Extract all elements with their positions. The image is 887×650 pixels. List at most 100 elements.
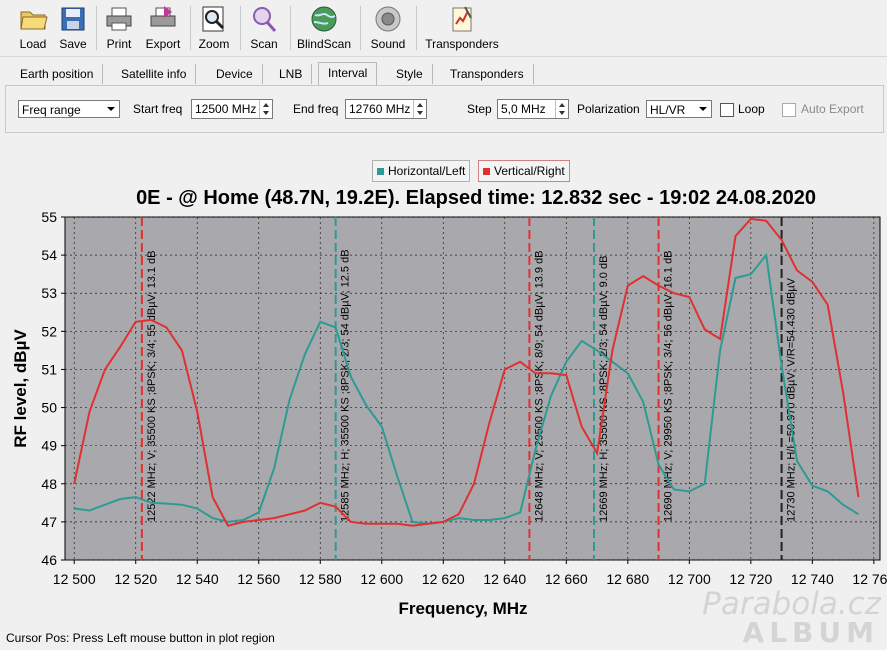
chevron-down-icon	[107, 107, 115, 111]
tab-transponders[interactable]: Transponders	[441, 64, 534, 84]
y-tick-label: 51	[41, 361, 57, 377]
tab-lnb[interactable]: LNB	[270, 64, 313, 84]
toolbar-separator	[290, 6, 291, 50]
x-tick-label: 12 660	[545, 571, 588, 587]
mode-value: Freq range	[22, 103, 81, 117]
legend-horizontal-label: Horizontal/Left	[388, 164, 466, 178]
toolbar-separator	[190, 6, 191, 50]
sound-label: Sound	[370, 37, 406, 51]
start-freq-input[interactable]: 12500 MHz	[191, 99, 273, 119]
globe-icon	[311, 6, 337, 32]
export-button[interactable]: Export	[141, 2, 185, 54]
series-line	[74, 252, 860, 525]
x-tick-label: 12 520	[114, 571, 157, 587]
watermark-parabola: Parabola.cz	[702, 586, 881, 622]
step-stepper[interactable]	[555, 100, 568, 118]
x-tick-label: 12 700	[668, 571, 711, 587]
marker-label: 12585 MHz; H; 35500 KS ;8PSK; 2/3; 54 dB…	[340, 249, 352, 522]
start-freq-stepper[interactable]	[259, 100, 272, 118]
toolbar-separator	[360, 6, 361, 50]
x-tick-label: 12 560	[237, 571, 280, 587]
loop-label: Loop	[738, 102, 765, 116]
end-freq-label: End freq	[293, 102, 339, 116]
y-tick-label: 46	[41, 552, 57, 568]
plot-area	[64, 216, 881, 561]
scan-button[interactable]: Scan	[244, 2, 284, 54]
series-line	[73, 217, 860, 527]
spectrum-chart[interactable]: 0E - @ Home (48.7N, 19.2E). Elapsed time…	[0, 182, 887, 622]
load-button[interactable]: Load	[14, 2, 52, 54]
speaker-icon	[375, 6, 401, 32]
folder-open-icon	[20, 11, 48, 30]
chevron-down-icon	[699, 107, 707, 111]
step-value: 5,0 MHz	[501, 102, 546, 116]
x-tick-label: 12 600	[360, 571, 403, 587]
end-freq-value: 12760 MHz	[349, 102, 411, 116]
polarization-select[interactable]: HL/VR	[646, 100, 712, 118]
auto-export-label: Auto Export	[801, 102, 864, 116]
zoom-icon	[202, 6, 225, 32]
step-input[interactable]: 5,0 MHz	[497, 99, 569, 119]
x-tick-label: 12 740	[791, 571, 834, 587]
legend-horizontal-swatch	[377, 168, 384, 176]
marker-label: 12669 MHz; H; 35500 KS ;8PSK; 2/3; 54 dB…	[598, 256, 610, 522]
marker-label: 12522 MHz; V; 35500 KS ;8PSK; 3/4; 55 dB…	[146, 250, 158, 522]
print-label: Print	[106, 37, 132, 51]
transponders-label: Transponders	[425, 37, 499, 51]
scan-label: Scan	[250, 37, 278, 51]
print-button[interactable]: Print	[100, 2, 138, 54]
legend-vertical-swatch	[483, 168, 490, 176]
tab-satellite-info[interactable]: Satellite info	[112, 64, 197, 84]
step-label: Step	[467, 102, 492, 116]
x-tick-label: 12 620	[422, 571, 465, 587]
tab-earth-position[interactable]: Earth position	[11, 64, 104, 84]
end-freq-input[interactable]: 12760 MHz	[345, 99, 427, 119]
y-tick-label: 47	[41, 514, 57, 530]
x-axis-label: Frequency, MHz	[398, 599, 527, 618]
auto-export-checkbox[interactable]	[782, 103, 796, 117]
toolbar: Load Save Print Export Zoom Scan BlindSc…	[0, 0, 887, 57]
y-tick-label: 50	[41, 400, 57, 416]
marker-label: 12730 MHz; H/L=50.970 dBµV; V/R=54.430 d…	[786, 277, 798, 522]
x-tick-label: 12 500	[53, 571, 96, 587]
export-label: Export	[145, 37, 181, 51]
marker-label: 12690 MHz; V; 29950 KS ;8PSK; 3/4; 56 dB…	[663, 250, 675, 522]
start-freq-value: 12500 MHz	[195, 102, 257, 116]
sound-button[interactable]: Sound	[366, 2, 410, 54]
watermark-album: ALBUM	[742, 616, 879, 649]
zoom-label: Zoom	[198, 37, 230, 51]
blindscan-label: BlindScan	[296, 37, 352, 51]
transponders-button[interactable]: Transponders	[420, 2, 504, 54]
x-tick-label: 12 680	[606, 571, 649, 587]
save-label: Save	[59, 37, 87, 51]
loop-checkbox[interactable]	[720, 103, 734, 117]
floppy-disk-icon	[61, 7, 85, 31]
tab-interval[interactable]: Interval	[318, 62, 378, 86]
tab-style[interactable]: Style	[387, 64, 433, 84]
x-tick-label: 12 760	[852, 571, 887, 587]
blindscan-button[interactable]: BlindScan	[294, 2, 354, 54]
marker-label: 12648 MHz; V; 29500 KS ;8PSK; 8/9; 54 dB…	[533, 250, 545, 522]
polarization-value: HL/VR	[650, 103, 686, 117]
polarization-label: Polarization	[577, 102, 640, 116]
save-button[interactable]: Save	[54, 2, 92, 54]
load-label: Load	[19, 37, 47, 51]
legend-horizontal-toggle[interactable]: Horizontal/Left	[372, 160, 471, 182]
end-freq-stepper[interactable]	[413, 100, 426, 118]
export-icon	[150, 6, 176, 27]
mode-select[interactable]: Freq range	[18, 100, 120, 118]
zoom-button[interactable]: Zoom	[194, 2, 234, 54]
tab-device[interactable]: Device	[207, 64, 263, 84]
status-bar: Cursor Pos: Press Left mouse button in p…	[6, 631, 275, 645]
x-tick-label: 12 720	[729, 571, 772, 587]
x-tick-label: 12 540	[176, 571, 219, 587]
x-tick-label: 12 580	[299, 571, 342, 587]
interval-panel: Freq range Start freq 12500 MHz End freq…	[5, 85, 884, 133]
y-tick-label: 55	[41, 209, 57, 225]
legend-vertical-toggle[interactable]: Vertical/Right	[478, 160, 570, 182]
y-axis-label: RF level, dBµV	[11, 329, 30, 448]
x-tick-label: 12 640	[483, 571, 526, 587]
start-freq-label: Start freq	[133, 102, 183, 116]
toolbar-separator	[416, 6, 417, 50]
y-tick-label: 53	[41, 285, 57, 301]
